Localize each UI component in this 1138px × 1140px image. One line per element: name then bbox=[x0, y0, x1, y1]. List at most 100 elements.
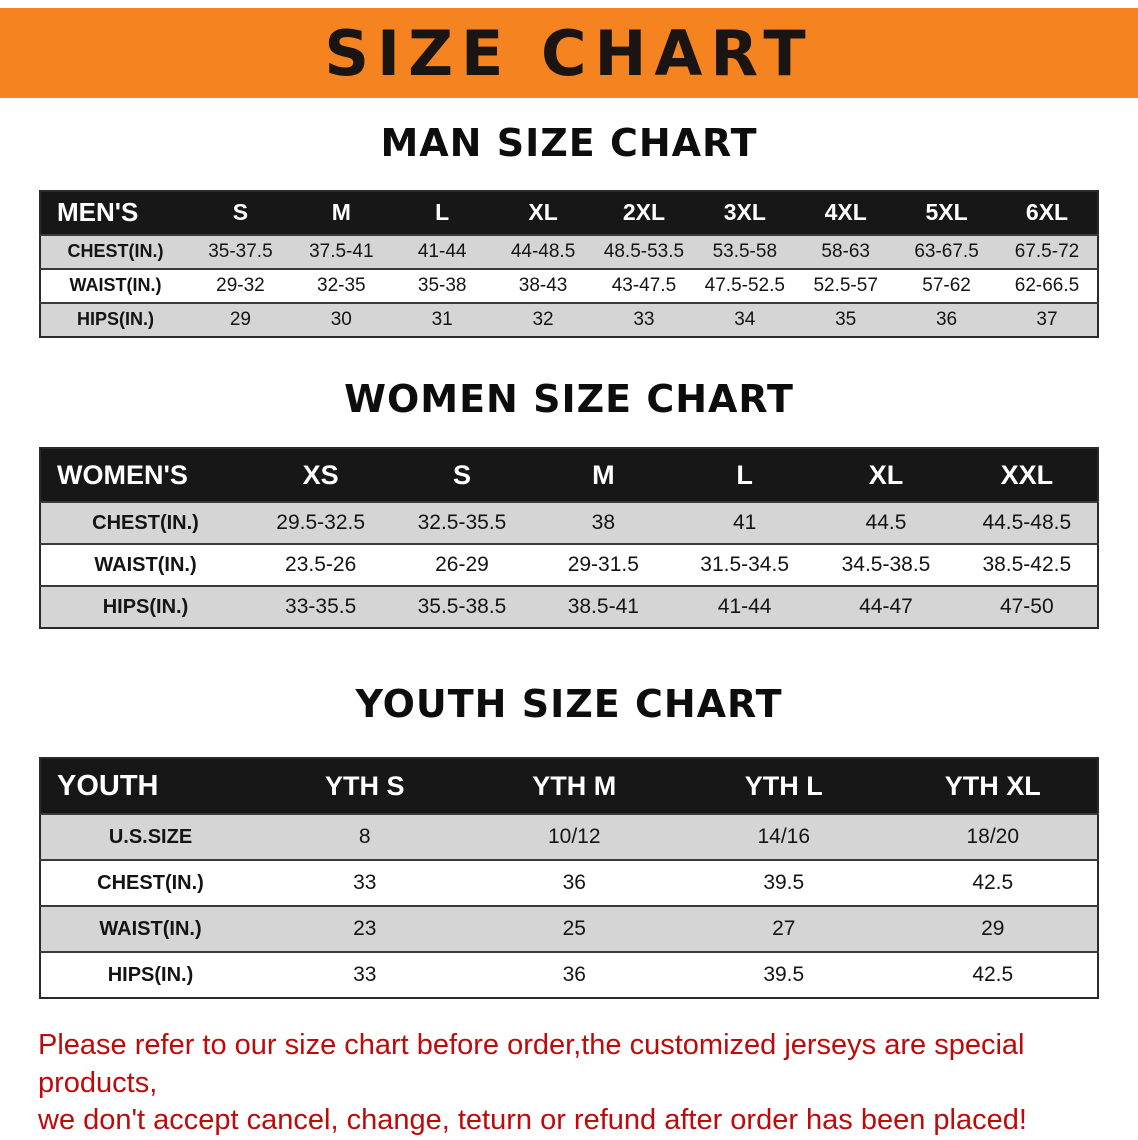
value-cell: 29 bbox=[229, 308, 251, 330]
size-header-cell: 4XL bbox=[795, 190, 897, 235]
value-cell: 39.5 bbox=[763, 871, 805, 895]
value-cell: 29-32 bbox=[216, 274, 265, 296]
value-cell: 62-66.5 bbox=[1014, 274, 1080, 296]
table-row: CHEST(IN.) 35-37.5 37.5-41 41-44 44-48.5 48.5… bbox=[40, 234, 1098, 269]
size-header-cell: 5XL bbox=[896, 190, 997, 235]
value-cell: 52.5-57 bbox=[813, 274, 878, 296]
value-cell: 36 bbox=[562, 871, 586, 895]
value-cell: 31.5-34.5 bbox=[700, 553, 790, 577]
size-header-cell: 3XL bbox=[694, 190, 796, 235]
value-cell: 14/16 bbox=[757, 825, 811, 849]
value-cell: 33 bbox=[353, 963, 377, 987]
value-cell: 42.5 bbox=[972, 963, 1014, 987]
value-cell: 32-35 bbox=[317, 274, 366, 296]
table-row: CHEST(IN.) 29.5-32.5 32.5-35.5 38 41 44.5 44.5… bbox=[40, 502, 1098, 545]
value-cell: 67.5-72 bbox=[1014, 240, 1080, 262]
men-size-section: MAN SIZE CHART MEN'S S M L XL 2XL 3XL 4XL 5XL 6XL… bbox=[0, 121, 1138, 338]
value-cell: 38.5-41 bbox=[567, 595, 639, 619]
value-cell: 34.5-38.5 bbox=[841, 553, 931, 577]
value-cell: 23 bbox=[353, 917, 377, 941]
value-cell: 36 bbox=[935, 308, 958, 330]
value-cell: 53.5-58 bbox=[712, 240, 778, 262]
value-cell: 32 bbox=[532, 308, 554, 330]
size-header-cell: L bbox=[391, 190, 493, 235]
banner: SIZE CHART bbox=[0, 8, 1138, 98]
table-row: CHEST(IN.) 33 36 39.5 42.5 bbox=[40, 860, 1098, 907]
value-cell: 48.5-53.5 bbox=[603, 240, 685, 262]
value-cell: 10/12 bbox=[547, 825, 601, 849]
value-cell: 33-35.5 bbox=[285, 595, 357, 619]
row-label-cell: WAIST(IN.) bbox=[99, 917, 202, 940]
youth-section-heading: YOUTH SIZE CHART bbox=[355, 682, 783, 727]
value-cell: 33 bbox=[353, 871, 377, 895]
row-label-cell: HIPS(IN.) bbox=[107, 963, 194, 986]
row-label-cell: HIPS(IN.) bbox=[76, 309, 154, 330]
value-cell: 58-63 bbox=[821, 240, 870, 262]
women-size-section: WOMEN SIZE CHART WOMEN'S XS S M L XL XXL CHEST(… bbox=[0, 376, 1138, 630]
value-cell: 42.5 bbox=[972, 871, 1014, 895]
table-row: WAIST(IN.) 23.5-26 26-29 29-31.5 31.5-34.5 34… bbox=[40, 544, 1098, 587]
value-cell: 35-37.5 bbox=[208, 240, 273, 262]
value-cell: 35 bbox=[835, 308, 857, 330]
value-cell: 29 bbox=[981, 917, 1005, 941]
size-header-cell: M bbox=[532, 448, 674, 503]
value-cell: 37 bbox=[1036, 308, 1058, 330]
value-cell: 23.5-26 bbox=[285, 553, 357, 577]
row-label-cell: HIPS(IN.) bbox=[102, 595, 189, 618]
value-cell: 57-62 bbox=[922, 274, 971, 296]
size-header-cell: XL bbox=[815, 448, 957, 503]
value-cell: 35-38 bbox=[417, 274, 467, 296]
women-size-table: WOMEN'S XS S M L XL XXL CHEST(IN.) 29.5-32.5 32.5… bbox=[39, 447, 1099, 630]
women-section-heading: WOMEN SIZE CHART bbox=[344, 376, 794, 421]
value-cell: 38-43 bbox=[518, 274, 568, 296]
size-header-cell: 6XL bbox=[997, 190, 1098, 235]
row-label-cell: CHEST(IN.) bbox=[67, 241, 164, 262]
value-cell: 36 bbox=[562, 963, 586, 987]
disclaimer-line-1: Please refer to our size chart before or… bbox=[38, 1029, 1025, 1099]
men-section-heading: MAN SIZE CHART bbox=[380, 121, 758, 165]
size-header-cell: M bbox=[290, 190, 392, 235]
size-header-cell: YTH XL bbox=[888, 758, 1098, 815]
table-header-row: WOMEN'S XS S M L XL XXL bbox=[40, 448, 1098, 503]
value-cell: 44.5 bbox=[865, 511, 907, 535]
size-header-cell: XXL bbox=[956, 448, 1098, 503]
size-header-cell: L bbox=[673, 448, 816, 503]
size-header-cell: XL bbox=[492, 190, 594, 235]
value-cell: 38.5-42.5 bbox=[982, 553, 1072, 577]
row-label-cell: WAIST(IN.) bbox=[69, 275, 162, 296]
size-header-cell: XS bbox=[250, 448, 392, 503]
table-row: HIPS(IN.) 33-35.5 35.5-38.5 38.5-41 41-44 44-… bbox=[40, 586, 1098, 629]
value-cell: 29-31.5 bbox=[567, 553, 639, 577]
value-cell: 38 bbox=[591, 511, 615, 535]
youth-size-table: YOUTH YTH S YTH M YTH L YTH XL U.S.SIZE 8 10/12… bbox=[39, 757, 1099, 1000]
table-row: HIPS(IN.) 33 36 39.5 42.5 bbox=[40, 952, 1098, 999]
size-header-cell: YTH M bbox=[469, 758, 679, 815]
youth-size-section: YOUTH SIZE CHART YOUTH YTH S YTH M YTH L YTH… bbox=[0, 682, 1138, 1000]
value-cell: 26-29 bbox=[435, 553, 489, 577]
table-row: WAIST(IN.) 23 25 27 29 bbox=[40, 906, 1098, 953]
value-cell: 27 bbox=[772, 917, 796, 941]
men-size-table: MEN'S S M L XL 2XL 3XL 4XL 5XL 6XL CHEST(IN.) 35-37… bbox=[39, 189, 1099, 338]
table-title-cell: MEN'S bbox=[40, 190, 190, 235]
value-cell: 41-44 bbox=[717, 595, 772, 619]
table-title-cell: YOUTH bbox=[40, 758, 260, 815]
value-cell: 32.5-35.5 bbox=[417, 511, 507, 535]
value-cell: 47.5-52.5 bbox=[704, 274, 785, 296]
value-cell: 25 bbox=[562, 917, 586, 941]
value-cell: 18/20 bbox=[966, 825, 1020, 849]
value-cell: 44.5-48.5 bbox=[982, 511, 1072, 535]
value-cell: 8 bbox=[358, 825, 371, 849]
value-cell: 63-67.5 bbox=[914, 240, 979, 262]
table-row: HIPS(IN.) 29 30 31 32 33 34 35 36 37 bbox=[40, 302, 1098, 337]
value-cell: 34 bbox=[734, 308, 756, 330]
table-row: WAIST(IN.) 29-32 32-35 35-38 38-43 43-47.5 47.… bbox=[40, 268, 1098, 303]
size-header-cell: 2XL bbox=[593, 190, 695, 235]
value-cell: 47-50 bbox=[999, 595, 1054, 619]
row-label-cell: WAIST(IN.) bbox=[94, 553, 197, 576]
table-row: U.S.SIZE 8 10/12 14/16 18/20 bbox=[40, 814, 1098, 861]
size-header-cell: YTH L bbox=[679, 758, 889, 815]
row-label-cell: CHEST(IN.) bbox=[97, 871, 204, 894]
page-title: SIZE CHART bbox=[324, 16, 814, 90]
row-label-cell: U.S.SIZE bbox=[108, 825, 193, 848]
value-cell: 39.5 bbox=[763, 963, 805, 987]
